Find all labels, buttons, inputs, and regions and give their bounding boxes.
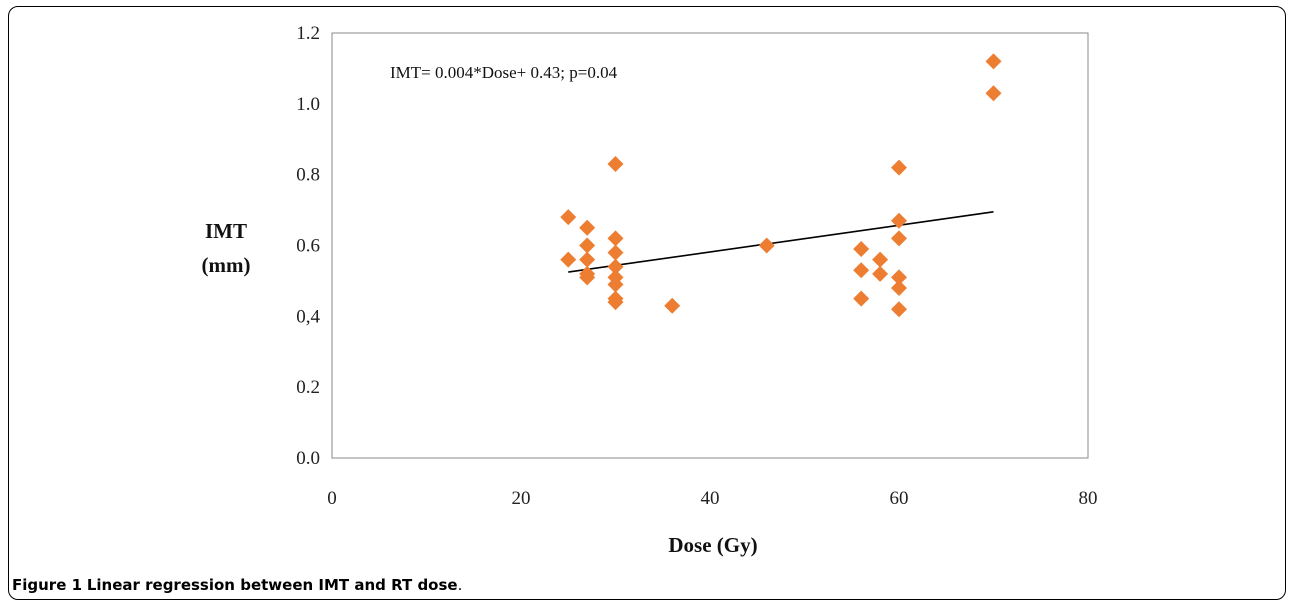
data-point xyxy=(872,251,889,268)
data-point xyxy=(607,156,624,173)
data-point xyxy=(891,280,907,296)
x-tick-label: 80 xyxy=(1079,488,1098,509)
y-tick-label: 0.8 xyxy=(296,165,320,186)
data-point xyxy=(607,244,624,261)
y-tick-label: 1.0 xyxy=(296,94,320,115)
y-axis-title-line1: IMT xyxy=(205,219,247,243)
y-tick-label: 0.0 xyxy=(296,448,320,469)
data-point xyxy=(579,237,596,254)
data-point xyxy=(664,297,681,314)
data-point xyxy=(607,258,624,275)
caption-period: . xyxy=(457,576,463,594)
data-points xyxy=(560,53,1002,318)
data-point xyxy=(853,290,870,307)
regression-trendline xyxy=(568,211,994,273)
y-tick-label: 1.2 xyxy=(296,23,320,44)
y-tick-label: 0,4 xyxy=(296,306,320,327)
y-tick-label: 0.6 xyxy=(296,236,320,257)
data-point xyxy=(872,265,889,282)
figure-caption: Figure 1 Linear regression between IMT a… xyxy=(12,576,462,594)
data-point xyxy=(607,294,624,311)
y-tick-label: 0.2 xyxy=(296,377,320,398)
data-point xyxy=(891,269,907,286)
y-axis-title-line2: (mm) xyxy=(202,253,251,277)
x-axis-title: Dose (Gy) xyxy=(668,533,757,557)
x-tick-label: 20 xyxy=(512,488,531,509)
x-tick-label: 60 xyxy=(890,488,909,509)
data-point xyxy=(891,212,907,229)
regression-equation: IMT= 0.004*Dose+ 0.43; p=0.04 xyxy=(390,63,618,82)
data-point xyxy=(607,276,624,293)
data-point xyxy=(607,230,624,247)
figure-label: Figure 1 xyxy=(12,576,83,594)
data-point xyxy=(579,251,596,268)
data-point xyxy=(560,209,577,226)
data-point xyxy=(853,241,870,258)
plot-area xyxy=(331,32,1089,459)
x-axis-ticks: 0 20 40 60 80 xyxy=(327,488,1097,509)
data-point xyxy=(579,269,596,286)
data-point xyxy=(560,251,577,268)
caption-text: Linear regression between IMT and RT dos… xyxy=(86,576,458,594)
data-point xyxy=(891,301,907,318)
data-point xyxy=(853,262,870,279)
data-point xyxy=(891,230,907,247)
data-point xyxy=(985,53,1002,70)
data-point xyxy=(758,237,775,254)
data-point xyxy=(985,85,1002,102)
data-point xyxy=(891,159,907,176)
x-tick-label: 0 xyxy=(327,488,337,509)
data-point xyxy=(579,219,596,236)
x-tick-label: 40 xyxy=(701,488,720,509)
y-axis-ticks: 0.0 0.2 0,4 0.6 0.8 1.0 1.2 xyxy=(296,23,320,469)
